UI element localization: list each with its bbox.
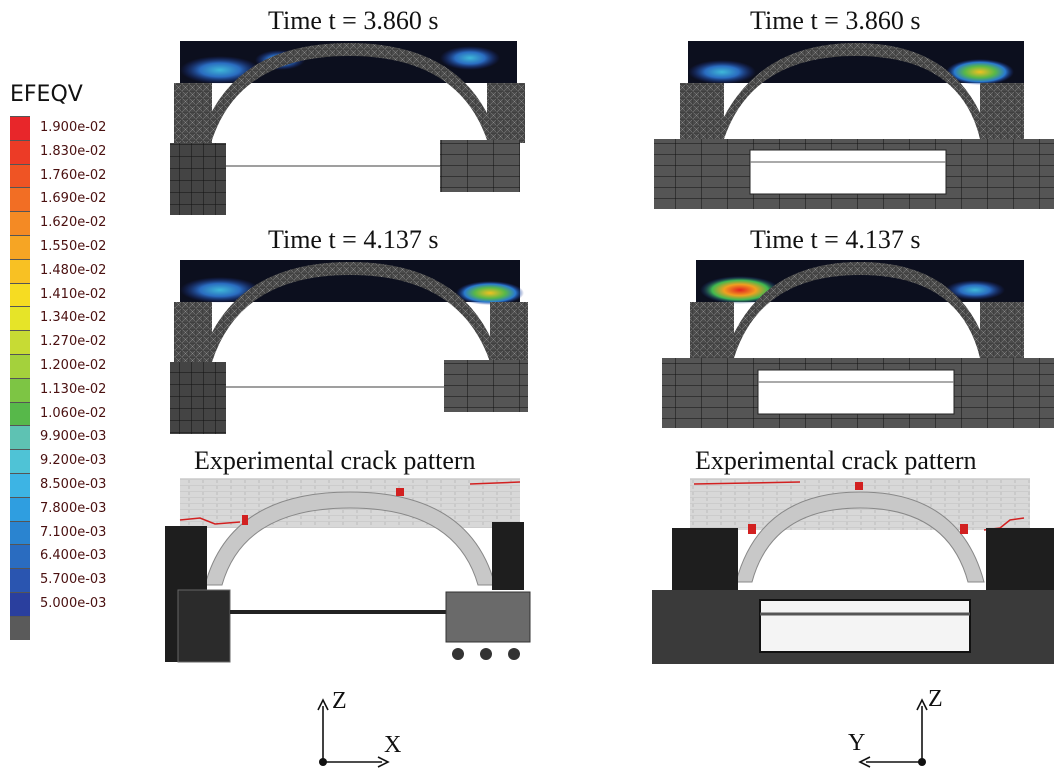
legend-swatch [10, 472, 30, 497]
legend-swatch [10, 615, 30, 640]
axis-triad-left [317, 698, 390, 768]
legend-label: 6.400e-03 [40, 548, 107, 564]
legend-label: 1.690e-02 [40, 191, 107, 207]
legend-label: 9.900e-03 [40, 429, 107, 445]
legend-label: 7.800e-03 [40, 500, 107, 516]
legend-label: 1.200e-02 [40, 357, 107, 373]
title-left-top: Time t = 3.860 s [268, 6, 439, 35]
legend-swatch [10, 449, 30, 473]
legend-swatch [10, 187, 30, 212]
legend-label: 1.760e-02 [40, 167, 107, 183]
model-right-mid [662, 260, 1054, 428]
legend-label: 1.060e-02 [40, 405, 107, 421]
legend-color-bar [10, 116, 30, 640]
legend-swatch [10, 401, 30, 426]
legend-swatch [10, 520, 30, 545]
legend-label: 1.340e-02 [40, 310, 107, 326]
legend-swatch [10, 234, 30, 259]
legend-swatch [10, 306, 30, 331]
legend-label: 1.620e-02 [40, 215, 107, 231]
axis-label-left-z: Z [332, 688, 347, 714]
legend-label: 9.200e-03 [40, 453, 107, 469]
legend-label: 5.000e-03 [40, 595, 107, 611]
legend-label: 1.830e-02 [40, 143, 107, 159]
legend-swatch [10, 116, 30, 140]
axis-label-left-x: X [384, 732, 402, 758]
legend-label: 1.900e-02 [40, 120, 107, 135]
legend-swatch [10, 591, 30, 616]
legend-label: 7.100e-03 [40, 524, 107, 540]
legend-swatch [10, 163, 30, 188]
legend-labels: 1.900e-02 1.830e-02 1.760e-02 1.690e-02 1.62… [40, 120, 106, 644]
legend-title: EFEQV [10, 82, 83, 107]
legend-swatch [10, 258, 30, 283]
model-left-mid [170, 260, 528, 434]
legend-label: 1.550e-02 [40, 238, 107, 254]
title-right-top: Time t = 3.860 s [750, 6, 921, 35]
legend-label: 1.130e-02 [40, 381, 107, 397]
legend-swatch [10, 211, 30, 235]
legend-swatch [10, 282, 30, 307]
legend-swatch [10, 544, 30, 569]
title-right-mid: Time t = 4.137 s [750, 225, 921, 254]
axis-triad-right [858, 698, 928, 768]
legend-swatch [10, 330, 30, 354]
model-right-top [654, 41, 1054, 209]
legend-label: 1.480e-02 [40, 262, 107, 278]
photo-right-experimental [652, 478, 1054, 664]
legend-swatch [10, 425, 30, 450]
legend-swatch [10, 377, 30, 402]
legend-swatch [10, 353, 30, 378]
title-right-bottom: Experimental crack pattern [695, 446, 977, 475]
legend-label: 8.500e-03 [40, 476, 107, 492]
legend-swatch [10, 139, 30, 164]
legend-swatch [10, 496, 30, 521]
title-left-bottom: Experimental crack pattern [194, 446, 476, 475]
title-left-mid: Time t = 4.137 s [268, 225, 439, 254]
axis-label-right-y: Y [848, 730, 866, 756]
photo-left-experimental [165, 478, 531, 663]
model-left-top [170, 41, 525, 215]
legend-label: 1.410e-02 [40, 286, 107, 302]
legend-swatch [10, 568, 30, 592]
legend-label: 1.270e-02 [40, 334, 107, 350]
legend-label: 5.700e-03 [40, 572, 107, 588]
axis-label-right-z: Z [928, 686, 943, 712]
